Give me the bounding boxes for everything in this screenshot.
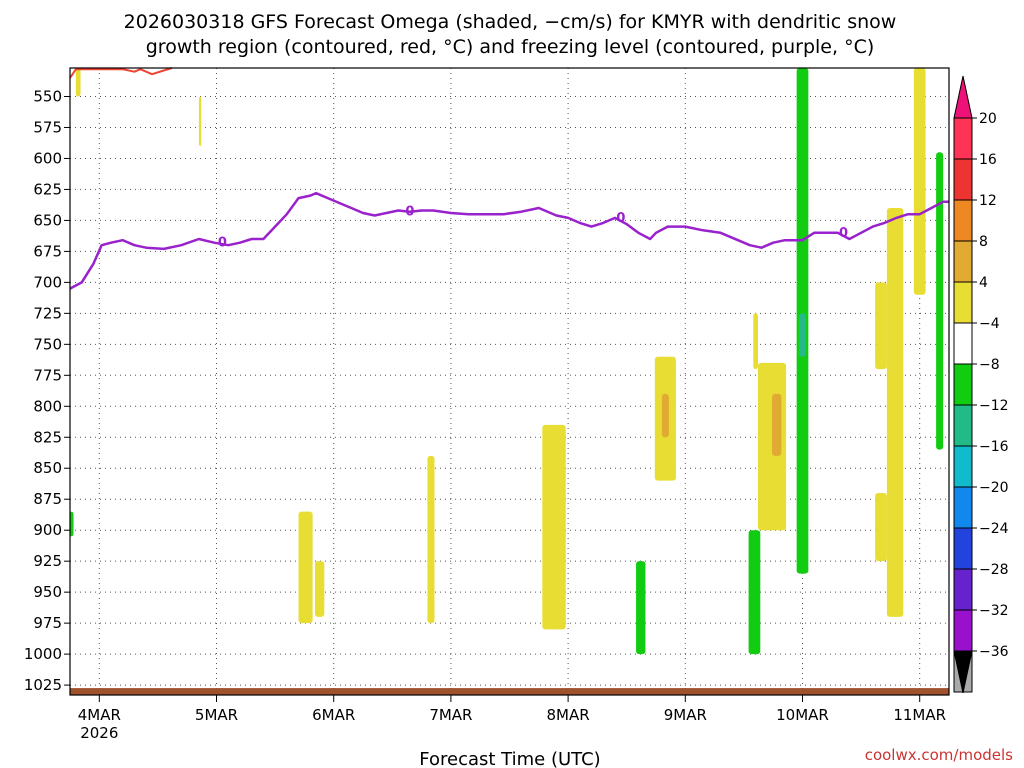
x-tick-label: 4MAR bbox=[78, 706, 121, 724]
colorbar-label: −4 bbox=[979, 316, 1000, 332]
colorbar: 20 16 12 8 4 −4 −8 −12 −16 −20 −24 −28 −32 −36 bbox=[953, 75, 1009, 694]
freezing-level-contour bbox=[69, 191, 949, 290]
colorbar-swatch bbox=[953, 322, 973, 365]
x-tick-label: 5MAR bbox=[195, 706, 238, 724]
colorbar-label: −16 bbox=[979, 439, 1009, 455]
y-tick-label: 850 bbox=[33, 459, 62, 477]
plot-background bbox=[70, 68, 949, 695]
omega-region-4 bbox=[198, 96, 202, 147]
y-tick-label: 625 bbox=[33, 180, 62, 198]
colorbar-label: −8 bbox=[979, 357, 1000, 373]
y-tick-label: 775 bbox=[33, 366, 62, 384]
omega-region-8 bbox=[772, 393, 782, 456]
y-tick-label: 650 bbox=[33, 211, 62, 229]
colorbar-label: −12 bbox=[979, 398, 1009, 414]
colorbar-label: −36 bbox=[979, 644, 1009, 660]
x-tick-label: 6MAR bbox=[312, 706, 355, 724]
colorbar-swatch bbox=[953, 486, 973, 529]
colorbar-swatch bbox=[953, 158, 973, 201]
omega-region--4 bbox=[636, 561, 646, 655]
x-tick-label: 8MAR bbox=[547, 706, 590, 724]
y-tick-label: 900 bbox=[33, 521, 62, 539]
colorbar-swatch bbox=[953, 199, 973, 242]
omega-region-4 bbox=[298, 511, 313, 624]
colorbar-swatch bbox=[953, 117, 973, 160]
x-tick-label: 11MAR bbox=[893, 706, 946, 724]
y-tick-label: 1000 bbox=[24, 645, 62, 663]
colorbar-swatch bbox=[953, 527, 973, 570]
x-axis-label: Forecast Time (UTC) bbox=[419, 749, 600, 768]
colorbar-top-arrow bbox=[953, 75, 973, 119]
y-tick-label: 925 bbox=[33, 552, 62, 570]
omega-region--8 bbox=[798, 313, 807, 357]
dendritic-growth-contour bbox=[69, 67, 173, 79]
freezing-level-label: 0 bbox=[218, 236, 227, 251]
omega-region-4 bbox=[75, 68, 81, 97]
x-tick-label: 10MAR bbox=[776, 706, 829, 724]
y-tick-label: 875 bbox=[33, 490, 62, 508]
y-tick-label: 675 bbox=[33, 242, 62, 260]
omega-region-8 bbox=[661, 393, 669, 438]
y-tick-label: 950 bbox=[33, 583, 62, 601]
colorbar-swatch bbox=[953, 568, 973, 611]
colorbar-bottom-arrow bbox=[953, 650, 973, 694]
y-tick-label: 800 bbox=[33, 397, 62, 415]
colorbar-label: −32 bbox=[979, 603, 1009, 619]
x-tick-year-label: 2026 bbox=[80, 724, 118, 742]
omega-region-4 bbox=[886, 208, 904, 617]
omega-region-4 bbox=[753, 313, 758, 370]
omega-region-4 bbox=[542, 424, 566, 630]
colorbar-swatch bbox=[953, 240, 973, 283]
plot-frame bbox=[69, 67, 950, 696]
y-tick-label: 975 bbox=[33, 614, 62, 632]
colorbar-swatch bbox=[953, 281, 973, 324]
omega-region--4 bbox=[748, 530, 761, 655]
chart-title-line-2: growth region (contoured, red, °C) and f… bbox=[146, 36, 875, 58]
omega-region--4 bbox=[936, 152, 944, 450]
y-tick-label: 575 bbox=[33, 118, 62, 136]
surface-terrain bbox=[70, 688, 949, 695]
colorbar-swatch bbox=[953, 445, 973, 488]
chart-title-line-1: 2026030318 GFS Forecast Omega (shaded, −… bbox=[124, 11, 897, 33]
colorbar-label: 4 bbox=[979, 275, 988, 291]
colorbar-label: −20 bbox=[979, 480, 1009, 496]
y-tick-label: 700 bbox=[33, 273, 62, 291]
y-tick-label: 750 bbox=[33, 335, 62, 353]
colorbar-label: 12 bbox=[979, 193, 997, 209]
y-tick-label: 725 bbox=[33, 304, 62, 322]
source-credit[interactable]: coolwx.com/models bbox=[865, 746, 1013, 764]
omega-region-4 bbox=[913, 68, 926, 295]
omega-region-4 bbox=[314, 561, 325, 617]
y-axis: 550 575 600 625 650 675 700 725 750 775 800 825 850 8… bbox=[24, 88, 70, 694]
x-tick-label: 9MAR bbox=[664, 706, 707, 724]
colorbar-label: 20 bbox=[979, 111, 997, 127]
y-tick-label: 1025 bbox=[24, 676, 62, 694]
colorbar-label: −28 bbox=[979, 562, 1009, 578]
freezing-level-label: 0 bbox=[616, 211, 625, 226]
y-tick-label: 600 bbox=[33, 149, 62, 167]
colorbar-swatch bbox=[953, 404, 973, 447]
plot-area: 0 0 0 0 bbox=[69, 67, 950, 696]
omega-region--4 bbox=[70, 511, 74, 537]
y-tick-label: 550 bbox=[33, 88, 62, 106]
omega-region-4 bbox=[757, 362, 787, 531]
omega-region-4 bbox=[875, 282, 887, 370]
colorbar-label: −24 bbox=[979, 521, 1009, 537]
colorbar-swatch bbox=[953, 363, 973, 406]
x-tick-label: 7MAR bbox=[429, 706, 472, 724]
colorbar-label: 8 bbox=[979, 234, 988, 250]
colorbar-label: 16 bbox=[979, 152, 997, 168]
freezing-level-label: 0 bbox=[405, 205, 414, 220]
omega-region-4 bbox=[875, 493, 887, 562]
freezing-level-label: 0 bbox=[839, 226, 848, 241]
colorbar-swatch bbox=[953, 609, 973, 652]
y-tick-label: 825 bbox=[33, 428, 62, 446]
omega-region-4 bbox=[427, 455, 435, 624]
